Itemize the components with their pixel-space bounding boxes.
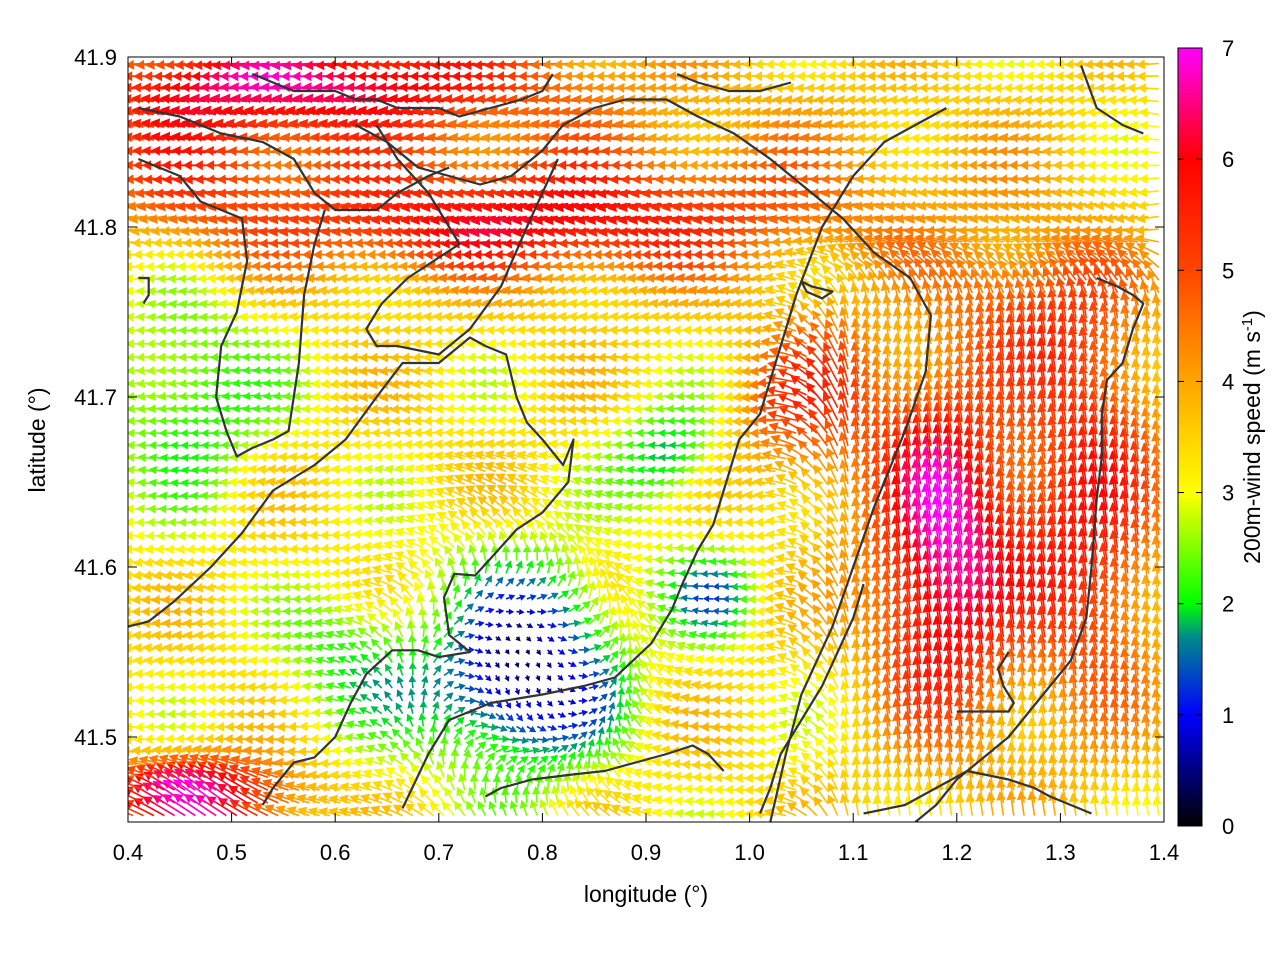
wind-arrow: [444, 787, 455, 804]
wind-arrow: [441, 801, 455, 817]
wind-arrow: [799, 799, 818, 817]
wind-arrow: [602, 789, 621, 804]
wind-arrow: [529, 799, 539, 816]
wind-arrow: [569, 784, 580, 804]
wind-arrow: [541, 785, 551, 804]
wind-arrow: [594, 787, 611, 804]
wind-arrow: [194, 780, 227, 804]
wind-arrow: [404, 803, 424, 817]
wind-arrow: [827, 794, 839, 816]
wind-arrow: [456, 786, 466, 804]
wind-arrow: [370, 793, 393, 804]
wind-arrow: [128, 807, 144, 817]
wind-arrow: [349, 794, 372, 804]
wind-arrow: [173, 779, 207, 804]
wind-arrow: [621, 793, 642, 804]
wind-arrow: [359, 793, 383, 804]
wind-arrow: [1121, 795, 1131, 816]
wind-arrow: [610, 804, 631, 817]
wind-arrow: [488, 800, 497, 816]
wind-arrow: [1027, 790, 1037, 816]
wind-arrow: [551, 784, 561, 804]
wind-arrow: [381, 805, 403, 817]
wind-arrow: [206, 796, 238, 817]
wind-arrow: [183, 779, 217, 804]
wind-arrow: [548, 798, 559, 816]
wind-arrow: [827, 782, 839, 804]
wind-arrow: [539, 798, 549, 816]
wind-arrow: [128, 794, 144, 804]
wind-arrow: [1142, 796, 1152, 816]
wind-arrow: [431, 787, 445, 804]
wind-arrow: [861, 781, 872, 804]
wind-arrow: [429, 801, 445, 817]
wind-arrow: [501, 787, 510, 803]
wind-arrow: [521, 786, 531, 803]
wind-arrow: [162, 779, 196, 804]
wind-arrow: [786, 802, 808, 817]
wind-arrow: [813, 784, 828, 804]
wind-arrow: [406, 789, 424, 804]
wind-arrow: [499, 800, 508, 816]
wind-arrow: [217, 798, 248, 817]
wind-arrow: [467, 786, 477, 804]
wind-arrow: [370, 805, 393, 817]
wind-arrow: [1131, 796, 1142, 816]
wind-arrow: [466, 800, 476, 817]
wind-arrow: [359, 806, 383, 817]
wind-arrow: [416, 802, 435, 817]
wind-arrow: [509, 800, 518, 816]
wind-arrow: [577, 785, 590, 804]
wind-arrow: [511, 786, 521, 803]
wind-arrow: [479, 786, 488, 804]
wind-arrow: [128, 799, 134, 804]
wind-arrow: [128, 812, 134, 817]
wind-arrow: [583, 800, 600, 817]
wind-arrow: [774, 805, 797, 817]
wind-arrow: [133, 798, 165, 817]
wind-arrow: [519, 799, 529, 816]
wind-arrow: [611, 791, 631, 804]
wind-arrow: [418, 788, 435, 804]
wind-arrow: [591, 801, 611, 817]
wind-arrow: [799, 787, 818, 804]
wind-arrow: [477, 800, 487, 816]
wind-arrow: [392, 804, 414, 817]
wind-arrows-layer: [128, 59, 1163, 820]
wind-arrow: [228, 785, 258, 804]
wind-arrow: [531, 786, 541, 803]
wind-arrow: [786, 790, 808, 804]
wind-arrow: [620, 805, 642, 817]
wind-arrow: [152, 780, 186, 804]
wind-arrow: [557, 798, 569, 817]
wind-arrow: [893, 781, 903, 804]
wind-arrow: [600, 803, 621, 817]
wind-arrow: [813, 796, 828, 817]
wind-arrow: [574, 799, 590, 817]
wind-arrow: [560, 784, 570, 804]
wind-arrow: [566, 798, 580, 817]
wind-arrow: [454, 800, 466, 817]
wind-arrow: [1152, 795, 1163, 816]
wind-arrow: [382, 792, 403, 804]
